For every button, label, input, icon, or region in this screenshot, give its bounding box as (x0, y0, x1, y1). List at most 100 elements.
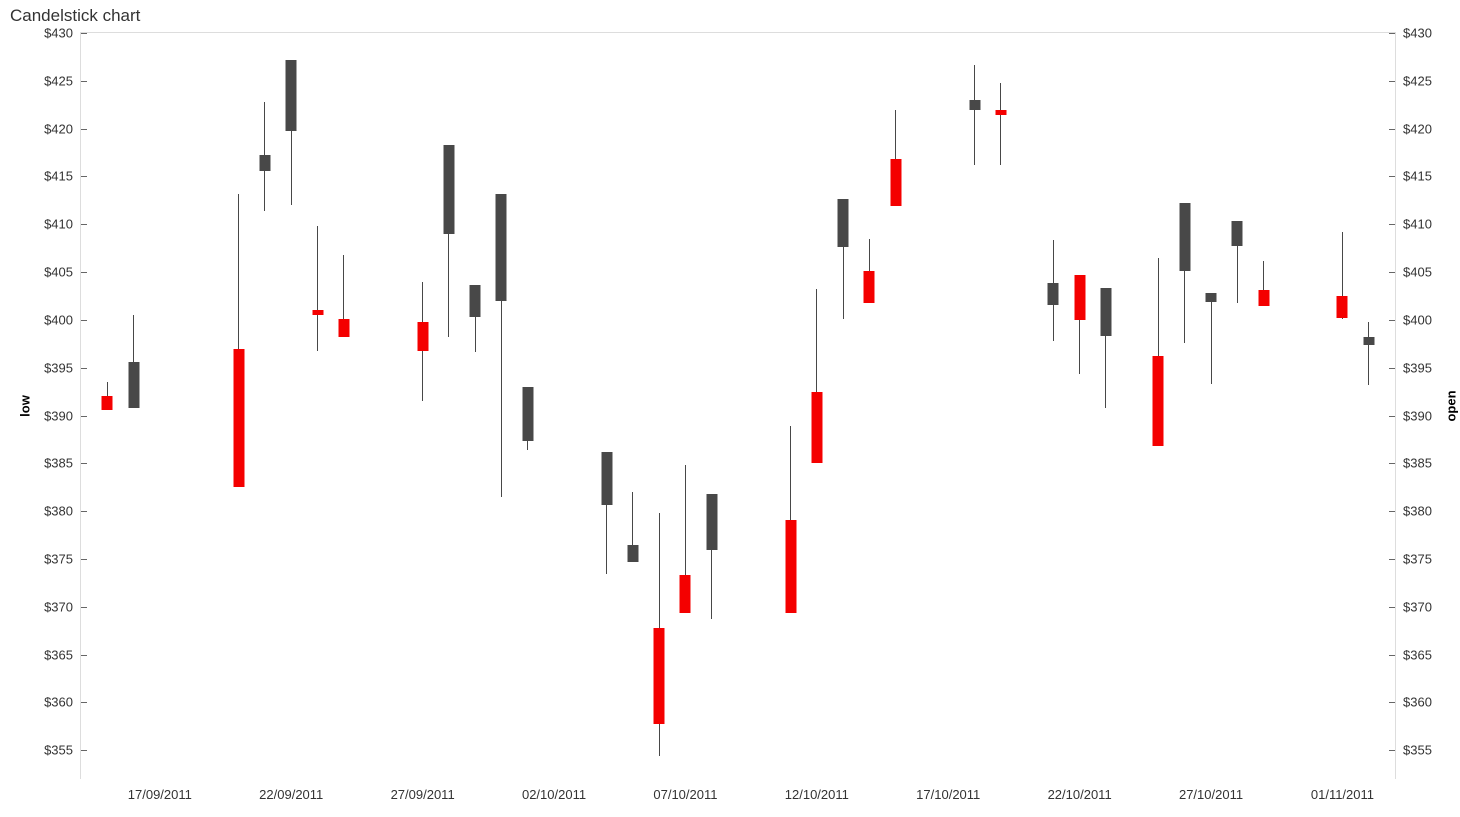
x-tick-label: 17/09/2011 (128, 787, 192, 802)
candle-body (443, 145, 454, 234)
y-tick-label-right: $390 (1395, 408, 1432, 423)
y-tick-label-right: $365 (1395, 647, 1432, 662)
candle[interactable] (1206, 33, 1217, 779)
candle[interactable] (654, 33, 665, 779)
y-tick-label-left: $425 (44, 73, 81, 88)
candle-body (496, 194, 507, 301)
candle[interactable] (1258, 33, 1269, 779)
y-tick-left (81, 33, 87, 34)
candle[interactable] (443, 33, 454, 779)
candle-body (864, 271, 875, 303)
y-tick-left (81, 655, 87, 656)
x-tick-label: 22/10/2011 (1048, 787, 1112, 802)
y-tick-label-left: $405 (44, 265, 81, 280)
candle[interactable] (470, 33, 481, 779)
candle-body (1363, 337, 1374, 345)
candle-body (338, 319, 349, 337)
candle-body (785, 520, 796, 613)
candle[interactable] (259, 33, 270, 779)
candle-body (1337, 296, 1348, 318)
y-tick-label-left: $415 (44, 169, 81, 184)
y-tick-label-right: $355 (1395, 743, 1432, 758)
candle[interactable] (496, 33, 507, 779)
x-tick-label: 07/10/2011 (653, 787, 717, 802)
candle-body (680, 575, 691, 612)
candle[interactable] (864, 33, 875, 779)
candle[interactable] (417, 33, 428, 779)
candle-body (601, 452, 612, 506)
y-tick-label-right: $370 (1395, 599, 1432, 614)
candle[interactable] (1048, 33, 1059, 779)
candle[interactable] (838, 33, 849, 779)
candle[interactable] (1153, 33, 1164, 779)
candle-body (312, 310, 323, 315)
candle-body (1179, 203, 1190, 271)
candle-body (128, 362, 139, 408)
y-tick-label-right: $415 (1395, 169, 1432, 184)
candle[interactable] (1363, 33, 1374, 779)
candle-body (1048, 283, 1059, 305)
y-tick-left (81, 224, 87, 225)
y-tick-label-left: $395 (44, 360, 81, 375)
y-tick-left (81, 81, 87, 82)
candle-wick (1211, 293, 1212, 384)
y-axis-left-title: low (18, 395, 33, 417)
y-tick-label-right: $400 (1395, 312, 1432, 327)
y-tick-left (81, 463, 87, 464)
candle-body (995, 110, 1006, 115)
y-tick-label-right: $430 (1395, 26, 1432, 41)
candle-body (259, 155, 270, 170)
candle[interactable] (601, 33, 612, 779)
x-tick-label: 01/11/2011 (1311, 787, 1374, 802)
y-axis-right-title: open (1444, 390, 1459, 421)
candle-body (627, 545, 638, 562)
y-tick-label-right: $395 (1395, 360, 1432, 375)
y-tick-left (81, 750, 87, 751)
y-tick-label-right: $405 (1395, 265, 1432, 280)
candle[interactable] (233, 33, 244, 779)
y-tick-label-left: $385 (44, 456, 81, 471)
candle[interactable] (627, 33, 638, 779)
candle[interactable] (1232, 33, 1243, 779)
y-tick-label-left: $360 (44, 695, 81, 710)
y-tick-label-left: $390 (44, 408, 81, 423)
chart-title: Candelstick chart (10, 6, 140, 26)
x-tick-label: 17/10/2011 (916, 787, 980, 802)
candle-body (470, 285, 481, 317)
candle-body (1153, 356, 1164, 446)
candle[interactable] (1337, 33, 1348, 779)
candle-body (706, 494, 717, 550)
candle[interactable] (785, 33, 796, 779)
candle[interactable] (811, 33, 822, 779)
candle[interactable] (312, 33, 323, 779)
x-tick-label: 27/09/2011 (391, 787, 455, 802)
candle-body (1100, 288, 1111, 336)
candle[interactable] (338, 33, 349, 779)
y-tick-label-left: $430 (44, 26, 81, 41)
candle-body (1232, 221, 1243, 246)
x-tick-label: 22/09/2011 (259, 787, 323, 802)
candle[interactable] (706, 33, 717, 779)
candle-body (890, 159, 901, 206)
x-tick-label: 27/10/2011 (1179, 787, 1243, 802)
candle[interactable] (128, 33, 139, 779)
candle-body (969, 100, 980, 110)
candle[interactable] (1100, 33, 1111, 779)
candlestick-chart: Candelstick chart low open $355$355$360$… (0, 0, 1460, 817)
candle[interactable] (1179, 33, 1190, 779)
candle-body (1206, 293, 1217, 302)
candle-body (417, 322, 428, 351)
candle[interactable] (102, 33, 113, 779)
candle[interactable] (890, 33, 901, 779)
candle[interactable] (1074, 33, 1085, 779)
candle[interactable] (680, 33, 691, 779)
y-tick-label-left: $370 (44, 599, 81, 614)
candle[interactable] (969, 33, 980, 779)
candle-wick (317, 226, 318, 350)
candle[interactable] (286, 33, 297, 779)
x-tick-label: 12/10/2011 (785, 787, 849, 802)
candle[interactable] (995, 33, 1006, 779)
y-tick-label-left: $375 (44, 552, 81, 567)
y-tick-left (81, 272, 87, 273)
candle[interactable] (522, 33, 533, 779)
